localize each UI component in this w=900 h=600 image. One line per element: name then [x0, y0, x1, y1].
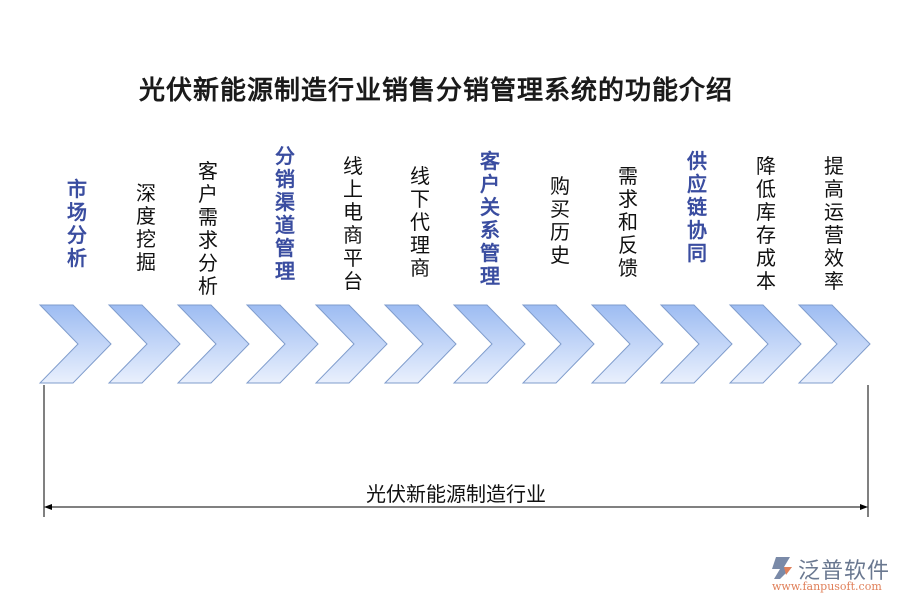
chevron-step — [590, 304, 664, 384]
chevron-step — [797, 304, 871, 384]
chevron-step — [245, 304, 319, 384]
chevron-step — [659, 304, 733, 384]
step-label: 需求和反馈 — [618, 164, 638, 280]
step-label: 分销渠道管理 — [275, 144, 295, 283]
logo-icon — [772, 557, 792, 579]
step-label: 线上电商平台 — [343, 154, 363, 293]
logo-url: www.fanpusoft.com — [772, 580, 882, 593]
chevron-step — [314, 304, 388, 384]
span-arrow-right-head — [860, 504, 868, 510]
logo: 泛普软件 www.fanpusoft.com — [770, 553, 895, 595]
step-label: 客户关系管理 — [480, 149, 500, 288]
chevron-step — [452, 304, 526, 384]
step-label: 深度挖掘 — [136, 181, 156, 274]
chevron-step — [38, 304, 112, 384]
step-label: 市场分析 — [67, 177, 87, 270]
span-arrow-left-head — [44, 504, 52, 510]
span-label: 光伏新能源制造行业 — [366, 482, 546, 506]
chevron-step — [521, 304, 595, 384]
chevron-step — [383, 304, 457, 384]
chevron-step — [728, 304, 802, 384]
step-label: 降低库存成本 — [756, 154, 776, 293]
chevron-step — [107, 304, 181, 384]
step-label: 提高运营效率 — [824, 154, 844, 293]
step-label: 线下代理商 — [410, 164, 430, 280]
step-label: 客户需求分析 — [198, 159, 218, 298]
chevron-step — [176, 304, 250, 384]
step-label: 购买历史 — [550, 174, 570, 267]
page-title: 光伏新能源制造行业销售分销管理系统的功能介绍 — [138, 76, 733, 106]
step-label: 供应链协同 — [687, 149, 707, 265]
logo-text: 泛普软件 — [798, 559, 891, 584]
